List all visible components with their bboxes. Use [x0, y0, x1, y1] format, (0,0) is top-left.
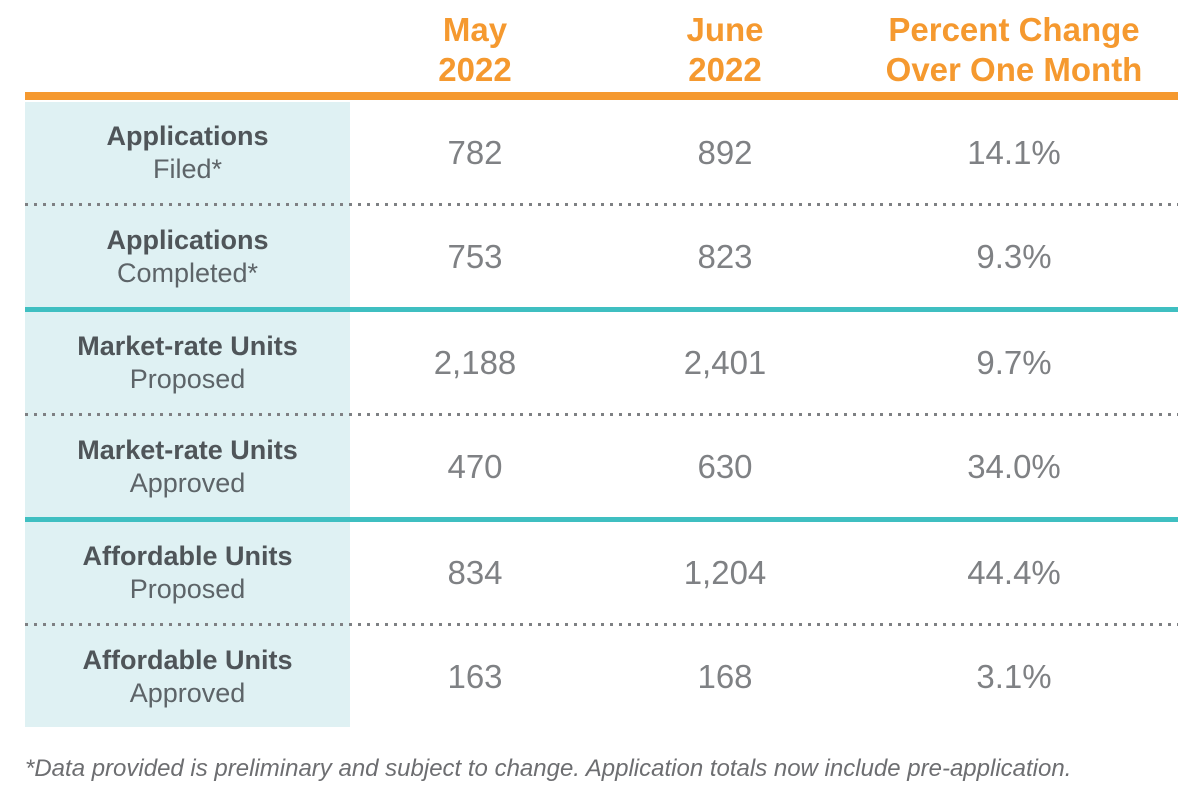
row-label-line2: Proposed — [129, 363, 246, 394]
row-label-line2: Approved — [129, 677, 246, 708]
value-percent-change: 34.0% — [967, 447, 1061, 485]
value-may: 470 — [447, 447, 503, 485]
table-row-market-rate-proposed: Market-rate Units Proposed 2,188 2,401 9… — [25, 312, 1178, 413]
row-label-line1: Market-rate Units — [77, 434, 298, 465]
value-june: 2,401 — [683, 343, 767, 381]
table-row-affordable-proposed: Affordable Units Proposed 834 1,204 44.4… — [25, 522, 1178, 623]
value-may: 834 — [447, 553, 503, 591]
row-label: Applications Completed* — [25, 224, 350, 290]
teal-section-divider — [25, 307, 1178, 312]
row-label: Affordable Units Proposed — [25, 540, 350, 606]
value-percent-change: 14.1% — [967, 133, 1061, 171]
row-label: Applications Filed* — [25, 120, 350, 186]
table-header-row: May 2022 June 2022 Percent Change Over O… — [25, 0, 1178, 92]
row-label-line2: Approved — [129, 467, 246, 498]
row-label-line2: Completed* — [116, 257, 259, 288]
dotted-divider — [25, 623, 1178, 626]
column-header-june-line1: June — [686, 11, 764, 48]
value-percent-change: 3.1% — [976, 657, 1052, 695]
table-row-market-rate-approved: Market-rate Units Approved 470 630 34.0% — [25, 416, 1178, 517]
column-header-percent-change-line2: Over One Month — [885, 51, 1143, 88]
value-may: 782 — [447, 133, 503, 171]
dotted-divider — [25, 413, 1178, 416]
row-label-line1: Affordable Units — [82, 540, 293, 571]
table-row-applications-filed: Applications Filed* 782 892 14.1% — [25, 102, 1178, 203]
row-label-line1: Applications — [106, 120, 269, 151]
row-label-line1: Affordable Units — [82, 644, 293, 675]
value-may: 753 — [447, 237, 503, 275]
column-header-may-line2: 2022 — [438, 51, 512, 88]
value-june: 630 — [697, 447, 753, 485]
dotted-divider — [25, 203, 1178, 206]
row-label: Affordable Units Approved — [25, 644, 350, 710]
value-percent-change: 44.4% — [967, 553, 1061, 591]
row-label: Market-rate Units Proposed — [25, 330, 350, 396]
table-row-applications-completed: Applications Completed* 753 823 9.3% — [25, 206, 1178, 307]
column-header-percent-change: Percent Change Over One Month — [850, 10, 1178, 90]
value-june: 823 — [697, 237, 753, 275]
column-header-percent-change-line1: Percent Change — [888, 11, 1140, 48]
row-label-line2: Proposed — [129, 573, 246, 604]
value-percent-change: 9.7% — [976, 343, 1052, 381]
column-header-may-line1: May — [442, 11, 508, 48]
stats-table: May 2022 June 2022 Percent Change Over O… — [25, 0, 1178, 727]
row-label-line1: Market-rate Units — [77, 330, 298, 361]
value-june: 1,204 — [683, 553, 767, 591]
teal-section-divider — [25, 517, 1178, 522]
value-may: 163 — [447, 657, 503, 695]
value-june: 168 — [697, 657, 753, 695]
table-body: Applications Filed* 782 892 14.1% Applic… — [25, 102, 1178, 727]
column-header-june: June 2022 — [600, 10, 850, 90]
footnote: *Data provided is preliminary and subjec… — [25, 755, 1072, 782]
table-row-affordable-approved: Affordable Units Approved 163 168 3.1% — [25, 626, 1178, 727]
value-june: 892 — [697, 133, 753, 171]
value-percent-change: 9.3% — [976, 237, 1052, 275]
row-label: Market-rate Units Approved — [25, 434, 350, 500]
row-label-line1: Applications — [106, 224, 269, 255]
value-may: 2,188 — [433, 343, 517, 381]
header-rule — [25, 92, 1178, 100]
row-label-line2: Filed* — [152, 153, 223, 184]
column-header-may: May 2022 — [350, 10, 600, 90]
column-header-june-line2: 2022 — [688, 51, 762, 88]
